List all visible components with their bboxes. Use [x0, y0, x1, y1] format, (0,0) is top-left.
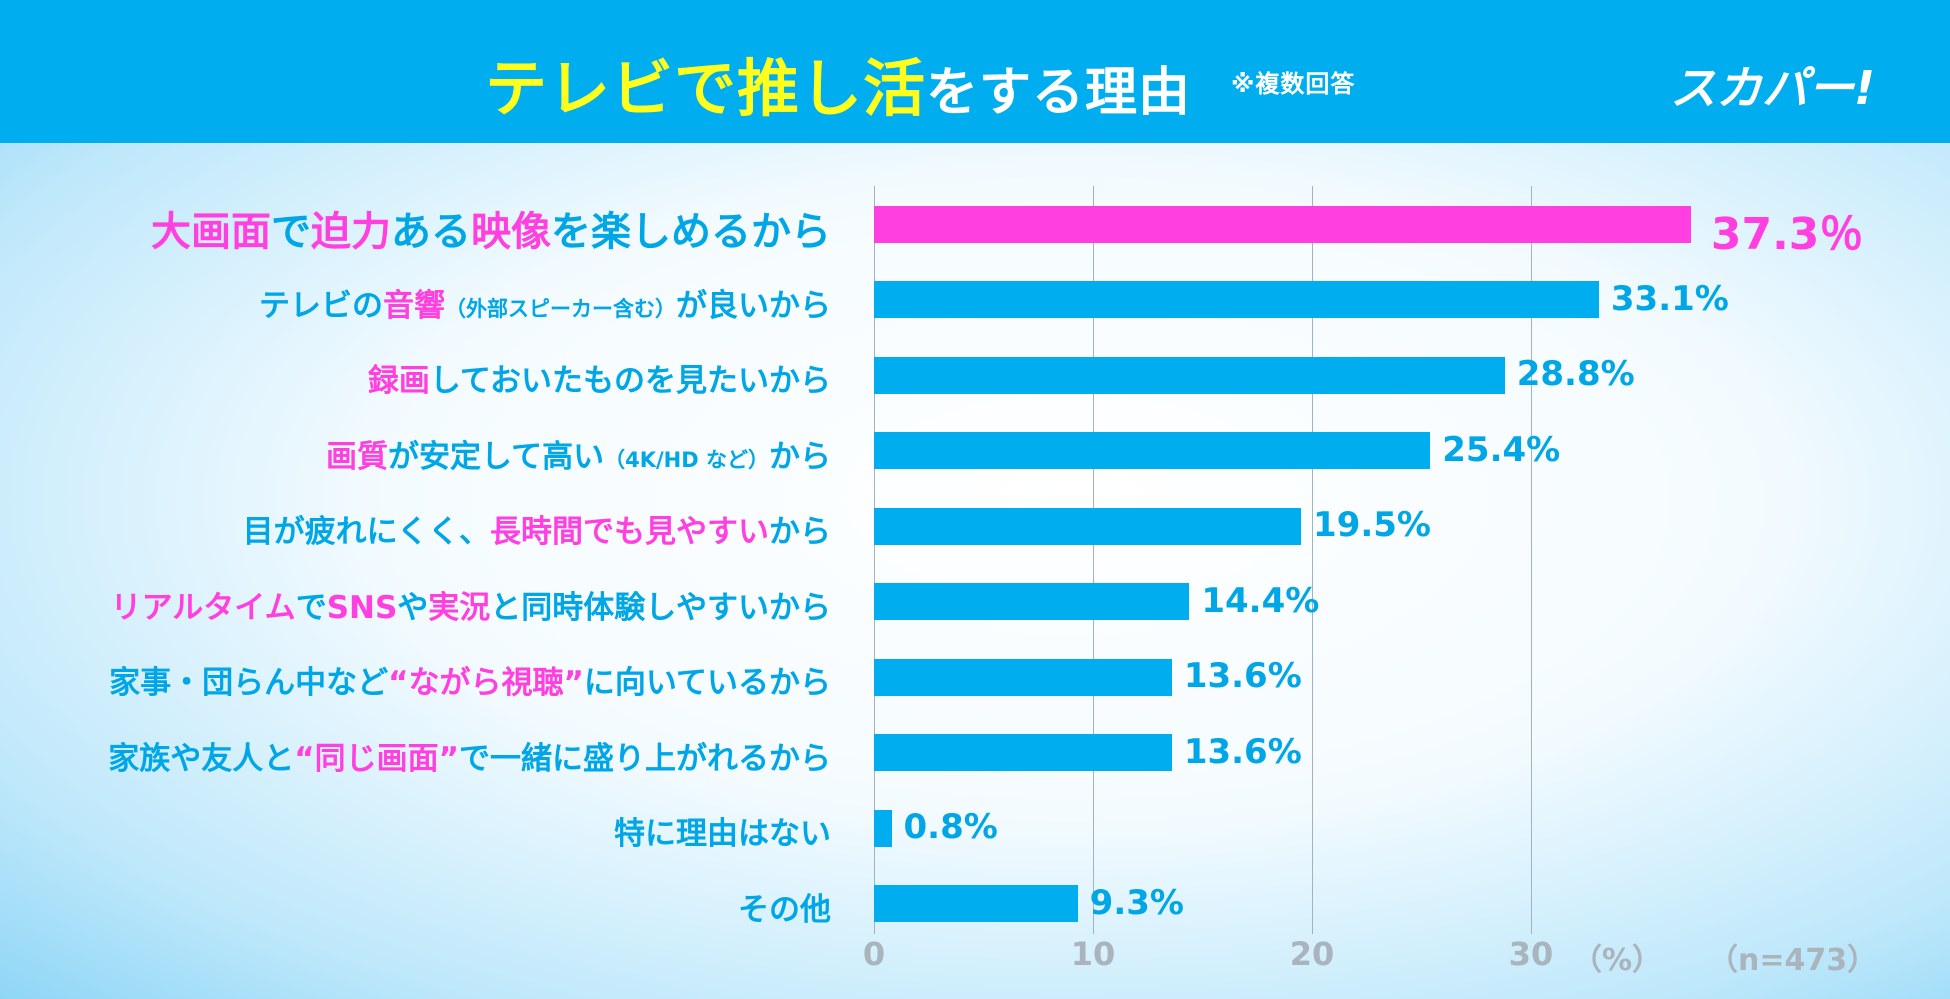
- category-label: 目が疲れにくく、長時間でも見やすいから: [243, 506, 831, 551]
- category-label-segment: が安定して高い: [388, 438, 605, 475]
- category-label-segment: 画質: [326, 438, 389, 475]
- title-part: をする理由: [926, 63, 1192, 123]
- category-label: 家事・団らん中など“ながら視聴”に向いているから: [109, 657, 831, 702]
- category-label-segment: を楽しめるから: [551, 209, 831, 255]
- gridline: [1093, 186, 1094, 934]
- category-label-segment: で一緒に盛り上がれるから: [459, 740, 831, 777]
- value-label: 14.4%: [1201, 580, 1320, 621]
- axis-unit: （%）: [1572, 943, 1663, 978]
- category-label-segment: テレビの: [259, 287, 383, 324]
- value-label: 37.3％: [1710, 209, 1864, 260]
- x-tick-label: 10: [1070, 935, 1116, 973]
- category-label: リアルタイムでSNSや実況と同時体験しやすいから: [111, 582, 831, 627]
- category-label-segment: で: [271, 209, 311, 255]
- value-label: 0.8%: [903, 807, 998, 847]
- bar: [874, 432, 1431, 469]
- multiple-answer-note: ※複数回答: [1231, 70, 1356, 98]
- category-label-segment: から: [769, 438, 831, 475]
- category-label-segment: その他: [738, 891, 831, 928]
- bar: [874, 583, 1190, 620]
- title-part: テレビで: [485, 52, 738, 125]
- category-label-segment: 目が疲れにくく、: [242, 514, 490, 550]
- bar: [874, 507, 1302, 545]
- gridline: [1312, 186, 1313, 934]
- bar: [874, 205, 1691, 243]
- x-tick-label: 0: [862, 935, 886, 973]
- category-label-segment: が良いから: [676, 287, 831, 324]
- gridline: [1531, 186, 1532, 934]
- category-label: 家族や友人と“同じ画面”で一緒に盛り上がれるから: [108, 733, 831, 778]
- value-label: 28.8%: [1516, 354, 1635, 394]
- category-label-segment: “ながら視聴”: [388, 665, 584, 701]
- category-label-segment: ある: [391, 209, 471, 255]
- gridline: [874, 186, 875, 934]
- category-label-segment: リアルタイム: [110, 589, 296, 626]
- value-label: 13.6%: [1183, 731, 1302, 772]
- brand-logo: スカパー!: [1670, 61, 1875, 115]
- category-label: 大画面で迫力ある映像を楽しめるから: [151, 199, 831, 257]
- value-label: 13.6%: [1183, 656, 1302, 696]
- bar: [874, 356, 1505, 394]
- category-label-segment: （外部スピーカー含む）: [445, 296, 676, 321]
- category-label: テレビの音響（外部スピーカー含む）が良いから: [259, 280, 831, 325]
- x-tick-label: 20: [1289, 935, 1335, 973]
- category-label-segment: に向いているから: [583, 665, 831, 701]
- category-label-segment: 家族や友人と: [108, 740, 295, 777]
- header-banner: テレビで推し活をする理由 ※複数回答 スカパー!: [0, 0, 1950, 143]
- bar: [874, 281, 1599, 318]
- category-label-segment: と同時体験しやすいから: [490, 589, 831, 626]
- category-label-segment: 特に理由はない: [614, 816, 831, 852]
- bar: [874, 734, 1172, 771]
- value-label: 33.1%: [1610, 278, 1729, 319]
- bar: [874, 658, 1172, 696]
- value-label: 9.3%: [1089, 882, 1184, 923]
- x-tick-label: 30: [1508, 935, 1554, 973]
- category-label-segment: 長時間でも見やすい: [490, 514, 769, 550]
- bar: [874, 885, 1078, 922]
- category-label-segment: から: [769, 514, 831, 550]
- category-label-segment: 実況: [428, 589, 491, 626]
- category-label: 録画しておいたものを見たいから: [368, 355, 831, 400]
- category-label: 特に理由はない: [614, 808, 831, 853]
- value-label: 19.5%: [1313, 505, 1432, 545]
- category-label-segment: 大画面: [151, 209, 271, 255]
- category-label-segment: 音響: [383, 287, 445, 324]
- category-label: その他: [738, 884, 831, 929]
- category-label-segment: 迫力: [311, 209, 391, 255]
- sample-size: （n=473）: [1708, 943, 1878, 978]
- category-label-segment: “同じ画面”: [294, 740, 459, 777]
- category-label-segment: （4K/HD など）: [604, 447, 769, 472]
- chart-title: テレビで推し活をする理由 ※複数回答: [485, 38, 1355, 128]
- category-label-segment: 録画: [367, 363, 430, 399]
- category-label-segment: しておいたものを見たいから: [429, 363, 831, 399]
- title-part: 推し活: [737, 52, 927, 125]
- category-label-segment: 映像: [471, 209, 551, 255]
- category-label-segment: で: [295, 589, 327, 626]
- bar: [874, 809, 892, 847]
- category-label-segment: 家事・団らん中など: [109, 665, 389, 701]
- category-label: 画質が安定して高い（4K/HD など）から: [326, 431, 831, 476]
- category-label-segment: SNS: [326, 589, 398, 626]
- category-label-segment: や: [397, 589, 429, 626]
- value-label: 25.4%: [1442, 429, 1561, 470]
